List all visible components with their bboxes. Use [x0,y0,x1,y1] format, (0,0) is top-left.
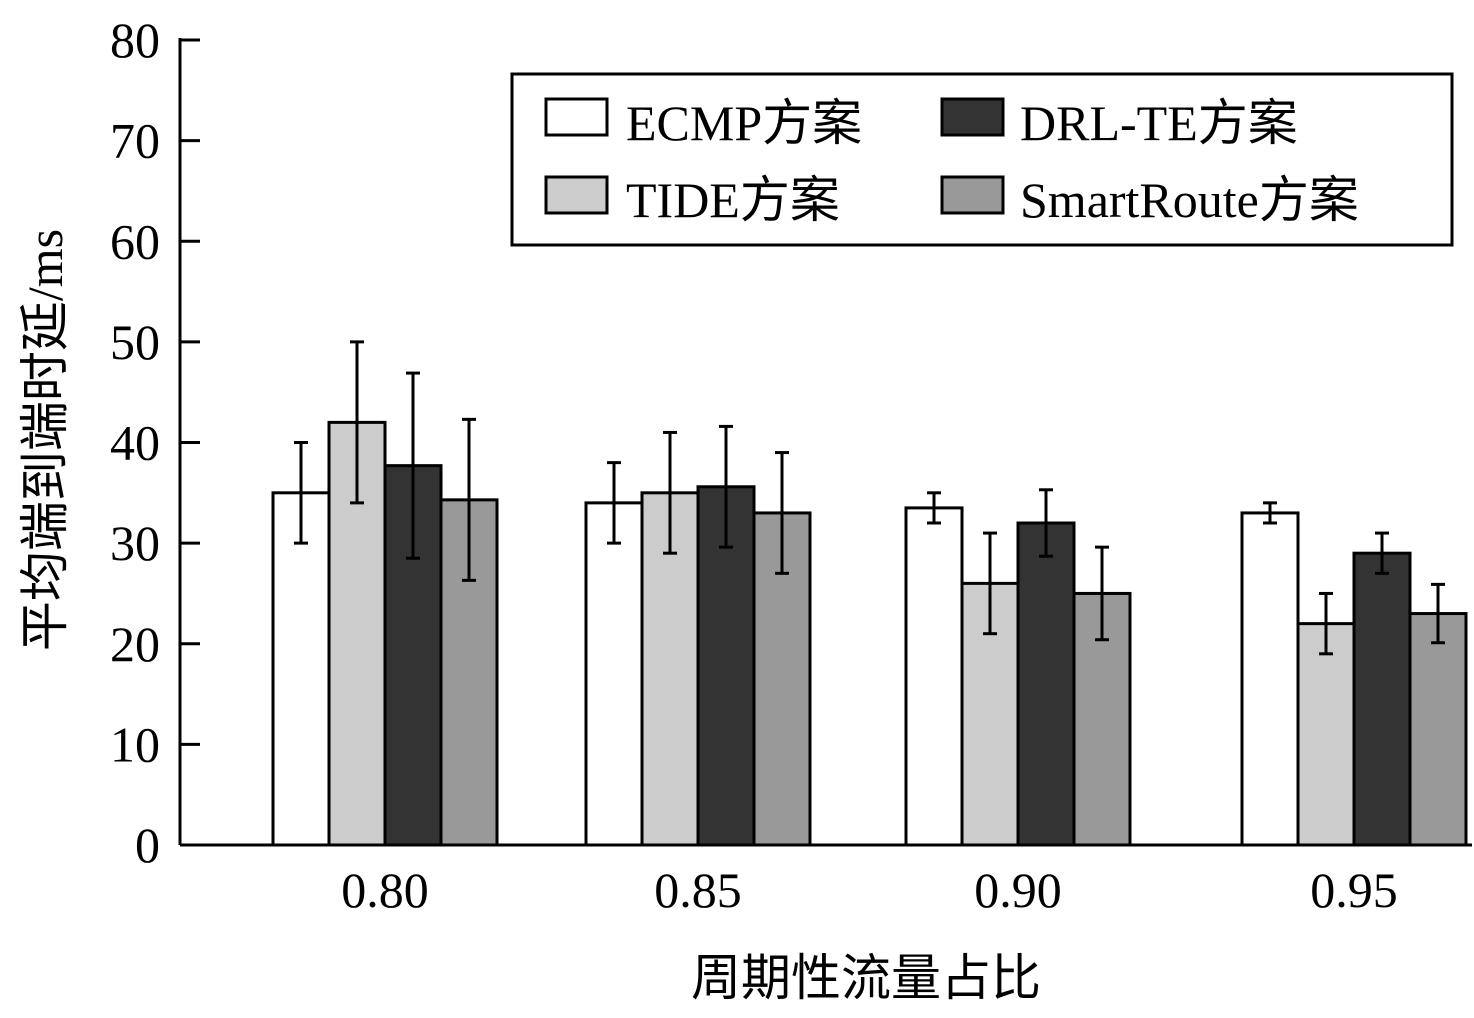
bar-3-0.95 [1352,551,1412,847]
bar-3-0.90 [1016,521,1076,847]
bar-1-0.95 [1240,511,1300,847]
legend-label: SmartRoute方案 [1020,172,1359,228]
x-tick-label: 0.95 [1310,862,1398,918]
y-ticks: 0 10 20 30 40 50 60 70 80 [110,12,200,873]
x-axis-title: 周期性流量占比 [691,950,1041,1006]
y-tick-label: 10 [110,716,160,772]
y-tick-label: 80 [110,12,160,68]
y-tick-label: 0 [135,817,160,873]
y-tick-label: 30 [110,515,160,571]
x-tick-label: 0.85 [654,862,742,918]
legend-label: TIDE方案 [626,172,840,228]
legend-label: ECMP方案 [626,95,862,151]
legend-swatch [940,97,1005,137]
bar-1-0.85 [584,501,644,847]
x-tick-labels: 0.80 0.85 0.90 0.95 [341,862,1398,918]
bar-1-0.90 [904,506,964,847]
y-axis-title: 平均端到端时延/ms [17,229,73,651]
x-tick-label: 0.80 [341,862,429,918]
bar-1-0.80 [271,491,331,847]
legend-swatch [544,97,609,137]
bar-4-0.95 [1408,612,1468,847]
y-tick-label: 40 [110,415,160,471]
y-tick-label: 20 [110,616,160,672]
legend-label: DRL-TE方案 [1020,95,1298,151]
legend: ECMP方案 TIDE方案 DRL-TE方案 SmartRoute方案 [510,72,1454,247]
bar-2-0.95 [1296,622,1356,847]
y-tick-label: 60 [110,213,160,269]
x-tick-label: 0.90 [974,862,1062,918]
y-tick-label: 70 [110,113,160,169]
bars-layer [271,340,1468,847]
legend-swatch [940,175,1005,215]
y-tick-label: 50 [110,314,160,370]
legend-swatch [544,175,609,215]
